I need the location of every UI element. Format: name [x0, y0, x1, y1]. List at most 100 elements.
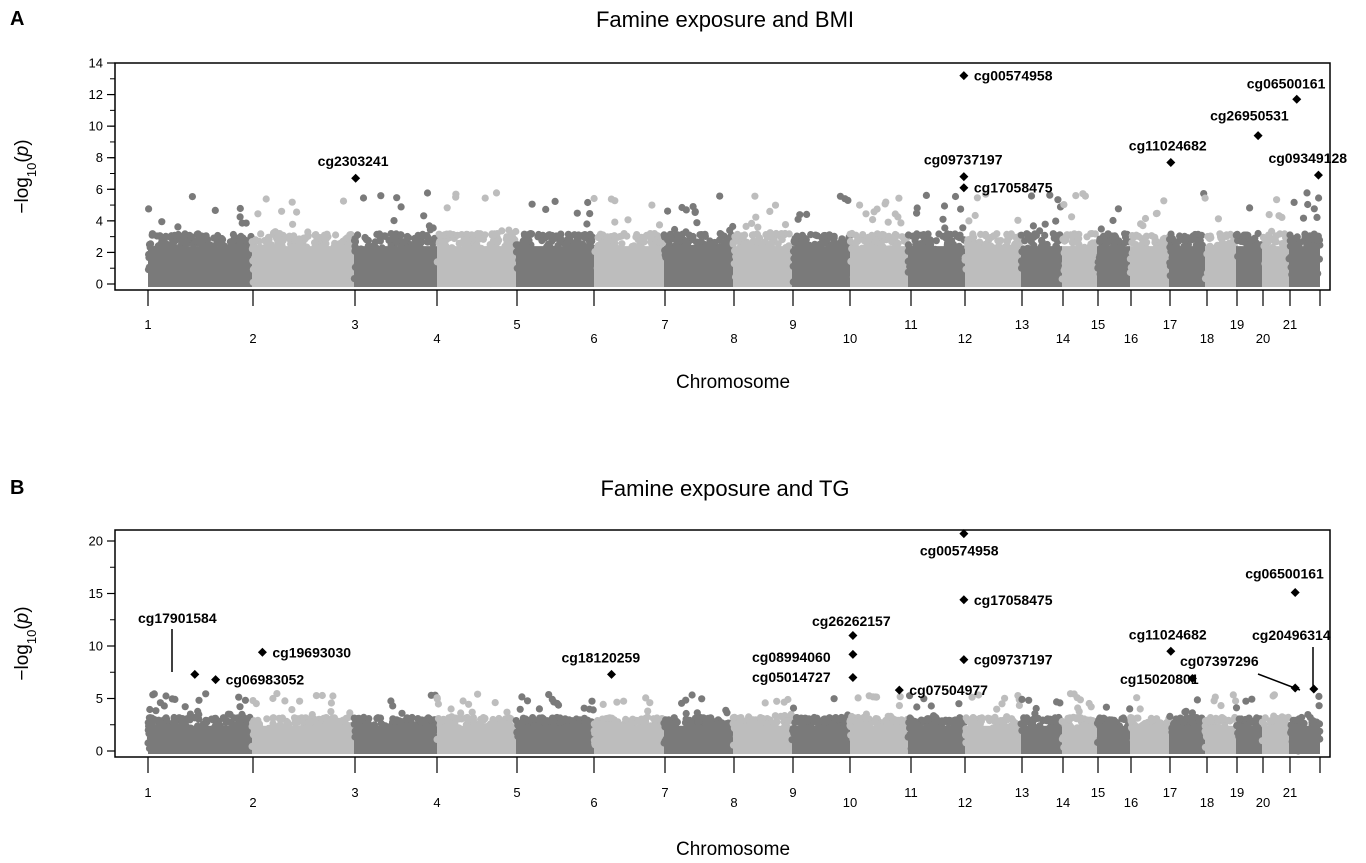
background-point — [1240, 238, 1248, 246]
y-tick-label: 0 — [96, 277, 103, 292]
background-point — [930, 712, 938, 720]
background-point — [955, 700, 963, 708]
chromosome-label: 14 — [1056, 331, 1070, 346]
background-point — [975, 691, 983, 699]
background-point — [807, 231, 815, 239]
background-point — [158, 218, 166, 226]
background-point — [611, 218, 619, 226]
background-point — [318, 691, 326, 700]
background-point — [1141, 214, 1150, 223]
background-point — [771, 201, 780, 209]
background-point — [373, 230, 381, 238]
background-point — [913, 204, 921, 212]
background-point — [212, 714, 220, 723]
background-point — [1029, 222, 1037, 230]
y-axis-title: −log10(p) — [12, 139, 39, 213]
background-point — [1303, 233, 1311, 241]
background-point — [243, 717, 251, 725]
background-point — [1214, 215, 1222, 223]
panel-b: B Famine exposure and TG05101520−log10(p)… — [10, 476, 1331, 860]
background-point — [767, 719, 775, 727]
background-point — [637, 715, 646, 723]
background-band — [1062, 246, 1097, 287]
background-point — [455, 239, 463, 247]
background-band — [148, 246, 252, 287]
background-point — [977, 717, 986, 725]
background-band — [1062, 725, 1097, 754]
background-point — [1127, 717, 1135, 725]
background-point — [413, 236, 421, 244]
background-point — [923, 716, 931, 724]
chromosome-label: 21 — [1283, 317, 1297, 332]
background-point — [1014, 216, 1022, 224]
background-point — [473, 230, 481, 238]
background-point — [281, 697, 289, 705]
background-point — [322, 240, 330, 248]
background-point — [420, 212, 428, 220]
background-point — [1233, 230, 1241, 238]
background-point — [772, 229, 780, 238]
background-point — [1025, 696, 1033, 704]
background-point — [1219, 232, 1227, 240]
background-point — [182, 240, 190, 248]
background-point — [1226, 230, 1235, 238]
background-point — [862, 210, 870, 218]
background-point — [146, 705, 154, 714]
background-point — [888, 234, 897, 242]
background-point — [729, 720, 737, 728]
background-point — [446, 230, 454, 238]
background-band — [252, 246, 354, 287]
background-point — [444, 717, 452, 725]
background-point — [276, 230, 284, 238]
background-point — [920, 231, 928, 239]
background-band — [354, 246, 437, 287]
cpg-marker — [1292, 94, 1302, 104]
background-point — [285, 232, 294, 240]
background-point — [542, 205, 550, 213]
background-point — [1046, 191, 1054, 199]
background-point — [997, 237, 1005, 245]
background-point — [663, 719, 671, 727]
background-point — [1188, 236, 1196, 244]
background-point — [1304, 200, 1312, 209]
background-point — [181, 703, 189, 711]
chromosome-label: 20 — [1256, 331, 1270, 346]
background-band — [664, 246, 733, 287]
panel-letter: B — [10, 477, 24, 499]
background-point — [1004, 715, 1012, 724]
background-point — [162, 692, 170, 700]
background-point — [1096, 237, 1104, 245]
background-point — [994, 717, 1002, 726]
background-point — [968, 693, 976, 701]
background-point — [586, 210, 594, 218]
background-point — [408, 713, 416, 722]
background-point — [1060, 201, 1068, 209]
background-point — [729, 714, 737, 722]
background-point — [895, 702, 904, 710]
background-point — [628, 719, 636, 727]
chromosome-label: 19 — [1230, 317, 1244, 332]
background-band — [1289, 246, 1320, 287]
background-point — [964, 717, 972, 725]
background-point — [767, 239, 776, 247]
background-point — [871, 693, 879, 701]
background-point — [872, 715, 880, 723]
background-point — [1118, 715, 1126, 723]
background-point — [254, 210, 262, 218]
background-point — [872, 237, 880, 245]
background-point — [674, 231, 682, 239]
background-point — [689, 232, 697, 241]
background-point — [698, 695, 706, 703]
background-point — [817, 240, 825, 248]
background-point — [481, 714, 489, 723]
background-point — [825, 714, 834, 722]
background-point — [337, 717, 345, 726]
background-band — [1169, 246, 1205, 287]
background-band — [437, 246, 516, 287]
background-point — [1017, 231, 1025, 239]
background-point — [1315, 194, 1323, 202]
background-point — [1084, 716, 1092, 724]
chromosome-label: 11 — [904, 317, 918, 332]
background-band — [1097, 725, 1130, 754]
